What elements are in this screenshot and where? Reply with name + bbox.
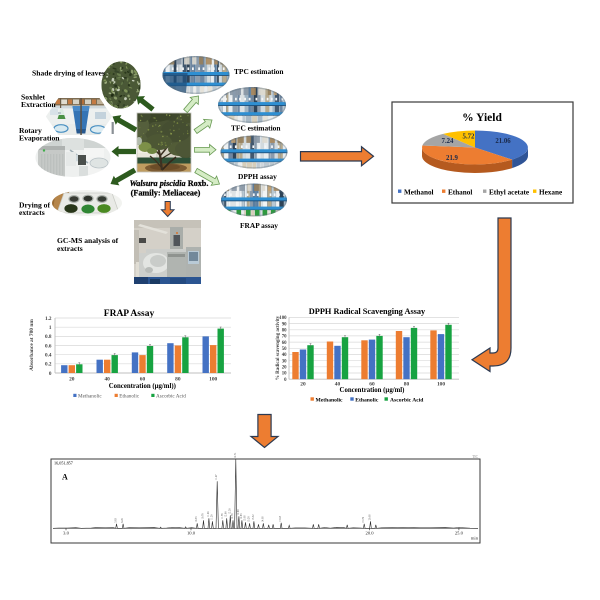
svg-text:19.70: 19.70 bbox=[362, 516, 365, 523]
svg-text:12.00: 12.00 bbox=[225, 511, 228, 518]
svg-text:5.72: 5.72 bbox=[463, 134, 475, 141]
svg-text:Soxhlet: Soxhlet bbox=[21, 93, 46, 102]
svg-text:TPC estimation: TPC estimation bbox=[234, 67, 283, 76]
svg-text:0.2: 0.2 bbox=[45, 362, 52, 368]
svg-text:12.51: 12.51 bbox=[234, 452, 237, 459]
svg-text:30: 30 bbox=[282, 359, 287, 364]
svg-text:13.28: 13.28 bbox=[248, 516, 251, 523]
svg-text:Methanolic: Methanolic bbox=[78, 394, 102, 400]
svg-text:DPPH assay: DPPH assay bbox=[238, 172, 277, 181]
svg-text:10.0: 10.0 bbox=[187, 531, 196, 536]
svg-text:FRAP Assay: FRAP Assay bbox=[104, 309, 155, 319]
svg-text:Methanol: Methanol bbox=[404, 189, 434, 197]
svg-text:10: 10 bbox=[282, 372, 287, 377]
svg-text:12.85: 12.85 bbox=[240, 513, 243, 520]
svg-text:16,051,857: 16,051,857 bbox=[54, 461, 73, 467]
svg-text:21.06: 21.06 bbox=[495, 138, 511, 145]
svg-text:15.05: 15.05 bbox=[279, 515, 282, 522]
svg-text:min: min bbox=[471, 536, 479, 541]
svg-text:FRAP assay: FRAP assay bbox=[240, 221, 278, 230]
svg-text:12.20: 12.20 bbox=[228, 508, 231, 515]
svg-text:Drying of: Drying of bbox=[19, 201, 50, 210]
svg-text:20.05: 20.05 bbox=[369, 514, 372, 521]
svg-text:60: 60 bbox=[369, 382, 375, 388]
svg-text:10.35: 10.35 bbox=[195, 516, 198, 523]
svg-text:Evaporation: Evaporation bbox=[19, 134, 60, 143]
svg-text:Hexane: Hexane bbox=[539, 189, 562, 197]
svg-text:extracts: extracts bbox=[57, 244, 83, 253]
svg-text:% Yield: % Yield bbox=[462, 112, 502, 124]
svg-text:3.0: 3.0 bbox=[63, 531, 69, 536]
svg-text:11.78: 11.78 bbox=[221, 513, 224, 519]
svg-text:20: 20 bbox=[300, 382, 306, 388]
svg-text:40: 40 bbox=[335, 382, 341, 388]
svg-text:100: 100 bbox=[279, 316, 287, 321]
svg-text:TIC: TIC bbox=[472, 455, 478, 459]
svg-text:Absorbance at 700 nm: Absorbance at 700 nm bbox=[29, 319, 35, 371]
svg-text:100: 100 bbox=[209, 377, 217, 383]
svg-text:10.70: 10.70 bbox=[202, 513, 205, 520]
svg-text:Ethanolic: Ethanolic bbox=[355, 397, 379, 403]
svg-text:20.0: 20.0 bbox=[366, 531, 375, 536]
svg-text:Concentration (µg/ml)): Concentration (µg/ml)) bbox=[109, 383, 176, 390]
svg-text:DPPH Radical Scavenging Assay: DPPH Radical Scavenging Assay bbox=[309, 307, 426, 316]
svg-text:Ascorbic Acid: Ascorbic Acid bbox=[390, 397, 424, 403]
svg-text:0: 0 bbox=[284, 378, 287, 383]
svg-text:0.4: 0.4 bbox=[45, 352, 52, 358]
svg-text:1: 1 bbox=[49, 325, 52, 331]
svg-text:Extraction: Extraction bbox=[21, 100, 56, 109]
svg-text:Concentration (µg/ml): Concentration (µg/ml) bbox=[340, 387, 405, 394]
svg-text:50: 50 bbox=[282, 347, 287, 352]
svg-text:1.2: 1.2 bbox=[45, 316, 52, 322]
svg-text:0: 0 bbox=[49, 371, 52, 377]
svg-text:A: A bbox=[62, 473, 68, 482]
svg-text:Ethanolic: Ethanolic bbox=[119, 394, 140, 400]
svg-text:6.20: 6.20 bbox=[121, 518, 124, 523]
svg-text:Methanolic: Methanolic bbox=[316, 397, 344, 403]
svg-text:60: 60 bbox=[282, 341, 287, 346]
svg-text:25.0: 25.0 bbox=[455, 531, 464, 536]
svg-text:% Radical scavenging activity: % Radical scavenging activity bbox=[276, 315, 281, 380]
svg-text:20: 20 bbox=[69, 377, 75, 383]
svg-text:80: 80 bbox=[282, 328, 287, 333]
svg-text:80: 80 bbox=[404, 382, 410, 388]
svg-text:5.83: 5.83 bbox=[115, 518, 118, 523]
svg-text:12.35: 12.35 bbox=[231, 513, 234, 520]
svg-text:11.00: 11.00 bbox=[207, 511, 210, 517]
svg-text:11.47: 11.47 bbox=[215, 474, 218, 480]
svg-text:Ethyl acetate: Ethyl acetate bbox=[489, 189, 529, 197]
svg-text:extracts: extracts bbox=[19, 208, 45, 217]
svg-text:20: 20 bbox=[282, 366, 287, 371]
svg-text:11.20: 11.20 bbox=[210, 514, 213, 520]
svg-text:13.52: 13.52 bbox=[252, 514, 255, 521]
svg-text:GC-MS analysis of: GC-MS analysis of bbox=[57, 236, 119, 245]
svg-text:12.68: 12.68 bbox=[237, 509, 240, 516]
svg-text:Ascorbic Acid: Ascorbic Acid bbox=[156, 394, 186, 400]
svg-text:Ethanol: Ethanol bbox=[448, 189, 472, 197]
svg-text:Rotary: Rotary bbox=[19, 126, 42, 135]
svg-text:40: 40 bbox=[104, 377, 110, 383]
svg-text:7.24: 7.24 bbox=[442, 138, 454, 145]
svg-text:40: 40 bbox=[282, 353, 287, 358]
svg-text:14.05: 14.05 bbox=[261, 516, 264, 523]
svg-text:90: 90 bbox=[282, 322, 287, 327]
svg-text:Shade drying of leaves: Shade drying of leaves bbox=[32, 69, 105, 78]
svg-text:21.9: 21.9 bbox=[446, 155, 458, 162]
svg-text:60: 60 bbox=[140, 377, 146, 383]
svg-text:70: 70 bbox=[282, 335, 287, 340]
svg-text:Walsura piscidia Roxb.: Walsura piscidia Roxb. bbox=[130, 179, 209, 188]
svg-text:0.8: 0.8 bbox=[45, 334, 52, 340]
svg-text:100: 100 bbox=[437, 382, 445, 388]
svg-text:0.6: 0.6 bbox=[45, 343, 52, 349]
svg-text:80: 80 bbox=[175, 377, 181, 383]
svg-text:(Family: Meliaceae): (Family: Meliaceae) bbox=[131, 189, 201, 198]
svg-text:13.05: 13.05 bbox=[244, 515, 247, 522]
svg-text:TFC estimation: TFC estimation bbox=[231, 124, 280, 133]
